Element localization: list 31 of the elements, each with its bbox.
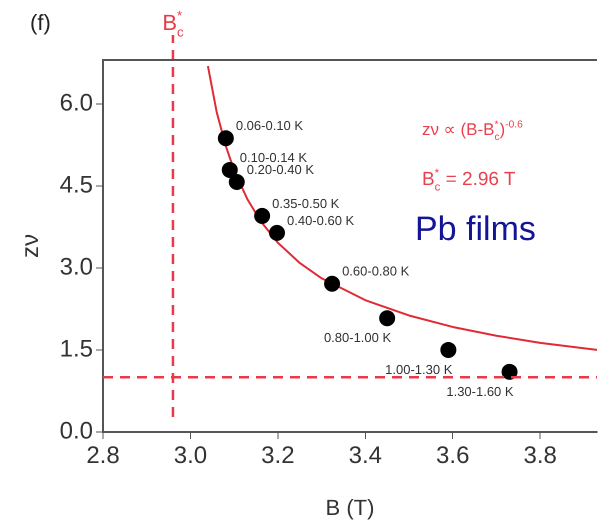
- annotation: Pb films: [415, 210, 536, 248]
- x-tick-label: 2.8: [86, 442, 120, 470]
- x-tick-label: 3.8: [523, 442, 557, 470]
- annotation: 0.06-0.10 K: [236, 118, 304, 134]
- point: [268, 224, 285, 241]
- x-tick-label: 3.2: [261, 442, 295, 470]
- point: [218, 130, 234, 146]
- annotation: 0.35-0.50 K: [272, 196, 340, 211]
- annotation: 0.60-0.80 K: [342, 264, 410, 279]
- annotation: 1.00-1.30 K: [385, 362, 453, 377]
- annotation: 0.40-0.60 K: [286, 212, 355, 228]
- point: [228, 174, 245, 190]
- y-tick-label: 0.0: [60, 418, 93, 445]
- y-tick-label: 3.0: [60, 254, 93, 281]
- point: [440, 342, 456, 358]
- x-tick-label: 3.4: [348, 442, 382, 470]
- point: [254, 208, 270, 224]
- x-tick-label: 3.0: [174, 442, 208, 470]
- annotation: 0.80-1.00 K: [324, 330, 392, 346]
- text: (f): [30, 10, 51, 35]
- y-tick-label: 1.5: [60, 336, 93, 363]
- point: [222, 162, 238, 178]
- y-tick-label: 4.5: [60, 171, 93, 198]
- x-axis-title: B (T): [326, 495, 374, 520]
- y-axis-title: zν: [17, 234, 44, 258]
- point: [324, 276, 340, 292]
- x-tick-label: 3.6: [436, 442, 470, 470]
- y-tick-label: 6.0: [60, 89, 93, 116]
- point: [379, 310, 396, 326]
- point: [502, 364, 518, 380]
- annotation: 1.30-1.60 K: [446, 384, 514, 399]
